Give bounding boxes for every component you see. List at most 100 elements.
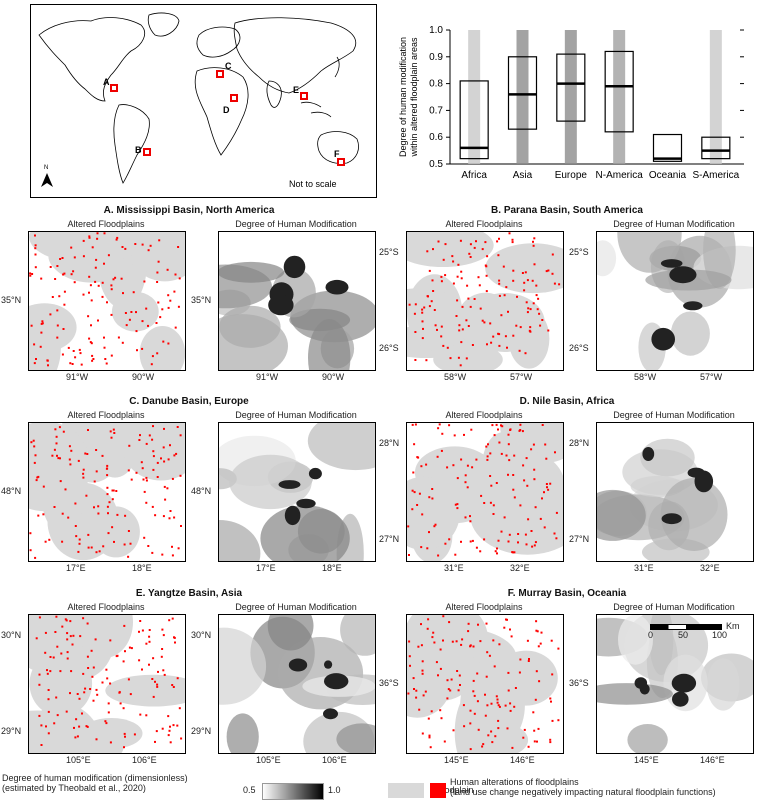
- alteration-point: [535, 620, 538, 623]
- modification-area: [670, 311, 710, 356]
- alteration-point: [531, 545, 534, 548]
- alteration-point: [106, 677, 109, 680]
- y-tick-label: 35°N: [1, 295, 22, 305]
- basin-title-5: F. Murray Basin, Oceania: [507, 588, 627, 599]
- alteration-point: [96, 693, 99, 696]
- alteration-point: [489, 322, 492, 325]
- alteration-point: [44, 540, 47, 543]
- alteration-point: [82, 239, 85, 242]
- alteration-point: [450, 678, 453, 681]
- alteration-point: [113, 432, 116, 434]
- alteration-point: [491, 424, 494, 427]
- alteration-point: [177, 547, 180, 550]
- alteration-point: [72, 350, 75, 352]
- alteration-point: [467, 297, 470, 300]
- alteration-point: [82, 293, 85, 296]
- alteration-point: [498, 237, 500, 240]
- alteration-point: [148, 640, 151, 643]
- alteration-point: [101, 681, 104, 684]
- alteration-point: [437, 674, 439, 677]
- alteration-point: [167, 734, 170, 737]
- alteration-point: [476, 672, 479, 675]
- category-label: N-America: [596, 170, 644, 181]
- alteration-point: [49, 313, 52, 316]
- alteration-point: [128, 444, 131, 447]
- alteration-point: [42, 485, 45, 488]
- alteration-point: [110, 436, 113, 439]
- alteration-point: [68, 458, 71, 461]
- alteration-point: [533, 544, 536, 547]
- alteration-point: [127, 469, 130, 472]
- alteration-point: [421, 660, 424, 663]
- alteration-point: [124, 514, 127, 517]
- x-tick-label: 31°E: [634, 563, 654, 573]
- category-label: Europe: [555, 170, 588, 181]
- alteration-point: [151, 678, 154, 680]
- alteration-point: [460, 643, 463, 646]
- alteration-point: [58, 426, 61, 429]
- alteration-point: [52, 656, 55, 659]
- alteration-point: [486, 343, 488, 346]
- alteration-point: [544, 443, 547, 446]
- alteration-point: [73, 281, 76, 284]
- alteration-point: [469, 305, 472, 308]
- alteration-point: [452, 464, 455, 467]
- alteration-point: [525, 457, 528, 460]
- alteration-point: [145, 642, 148, 645]
- alteration-point: [109, 741, 112, 744]
- y-tick-label: 35°N: [191, 295, 212, 305]
- alteration-point: [29, 549, 32, 552]
- basin-left-subtitle-2: Altered Floodplains: [67, 410, 145, 420]
- alteration-point: [511, 551, 514, 554]
- x-tick-label: 145°E: [634, 755, 659, 765]
- alteration-point: [66, 638, 69, 641]
- alteration-point: [76, 735, 79, 738]
- alteration-point: [103, 346, 106, 349]
- alteration-point: [540, 631, 543, 634]
- alteration-point: [529, 308, 532, 311]
- alteration-point: [107, 702, 110, 705]
- alteration-point: [156, 352, 159, 355]
- scale-unit: Km: [726, 621, 740, 631]
- alteration-point: [472, 690, 475, 693]
- alteration-point: [422, 327, 424, 330]
- alteration-point: [33, 461, 36, 464]
- alteration-point: [130, 311, 133, 313]
- alteration-point: [554, 451, 556, 454]
- alteration-point: [82, 472, 85, 475]
- alteration-point: [176, 677, 179, 680]
- alteration-point: [407, 525, 410, 528]
- modification-area: [340, 615, 375, 656]
- alteration-point: [81, 712, 83, 715]
- alteration-point: [498, 643, 501, 646]
- alteration-point: [416, 504, 419, 506]
- alteration-point: [115, 655, 118, 658]
- alteration-point: [96, 232, 99, 235]
- alteration-point: [459, 239, 462, 242]
- alteration-point: [72, 270, 75, 273]
- alteration-point: [509, 428, 512, 431]
- alteration-point: [408, 554, 410, 556]
- modification-area: [640, 438, 695, 477]
- alteration-point: [519, 423, 522, 426]
- alteration-point: [145, 501, 148, 504]
- floodplain-area: [481, 432, 525, 506]
- alteration-point: [492, 639, 495, 642]
- alteration-point: [59, 480, 62, 483]
- alteration-point: [471, 466, 474, 469]
- location-label-f: F: [334, 149, 340, 159]
- alteration-point: [57, 457, 60, 460]
- alteration-point: [129, 542, 132, 545]
- alteration-point: [155, 730, 158, 733]
- high-modification-area: [669, 266, 697, 284]
- alteration-point: [47, 732, 50, 735]
- alteration-point: [466, 464, 469, 467]
- floodplain-area: [407, 476, 460, 550]
- y-tick-label: 36°S: [569, 678, 589, 688]
- alteration-point: [128, 646, 131, 649]
- alteration-point: [141, 320, 144, 323]
- alteration-point: [138, 439, 141, 441]
- alteration-point: [436, 328, 438, 331]
- alteration-point: [95, 470, 98, 473]
- alteration-point: [437, 427, 440, 430]
